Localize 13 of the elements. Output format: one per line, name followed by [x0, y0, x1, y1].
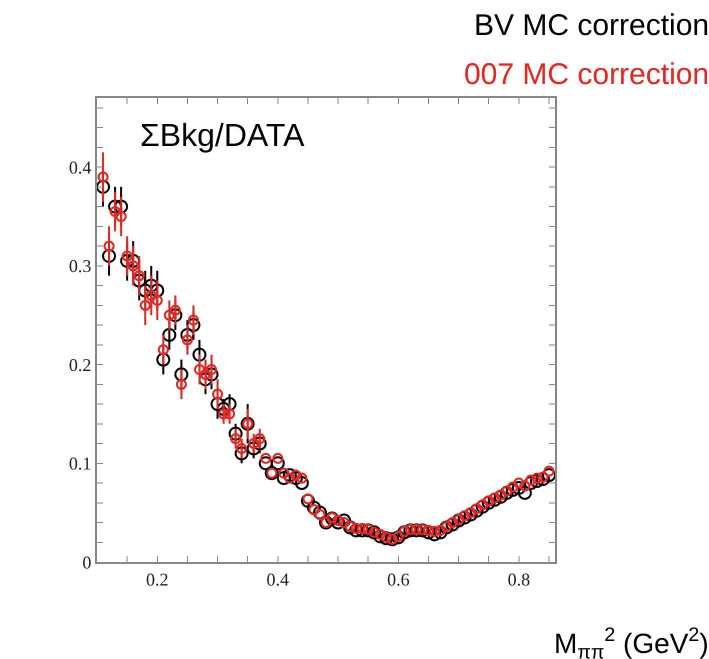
y-tick-label: 0	[82, 552, 92, 572]
x-tick-label: 0.8	[508, 570, 530, 590]
text: 007 MC correction	[464, 58, 709, 91]
y-tick-label: 0.3	[68, 256, 92, 276]
text: ΣBkg/DATA	[140, 117, 306, 153]
x-tick-label: 0.4	[266, 570, 290, 590]
x-axis-title: M$_{ππ}$$^{2}$ (GeV$^{2}$)	[554, 624, 709, 659]
y-tick-label: 0.4	[68, 157, 92, 178]
text: BV MC correction	[474, 9, 709, 42]
x-tick-label: 0.6	[387, 570, 410, 590]
x-tick-label: 0.2	[146, 570, 169, 590]
y-tick-label: 0.2	[68, 354, 92, 375]
y-tick-label: 0.1	[68, 454, 92, 474]
